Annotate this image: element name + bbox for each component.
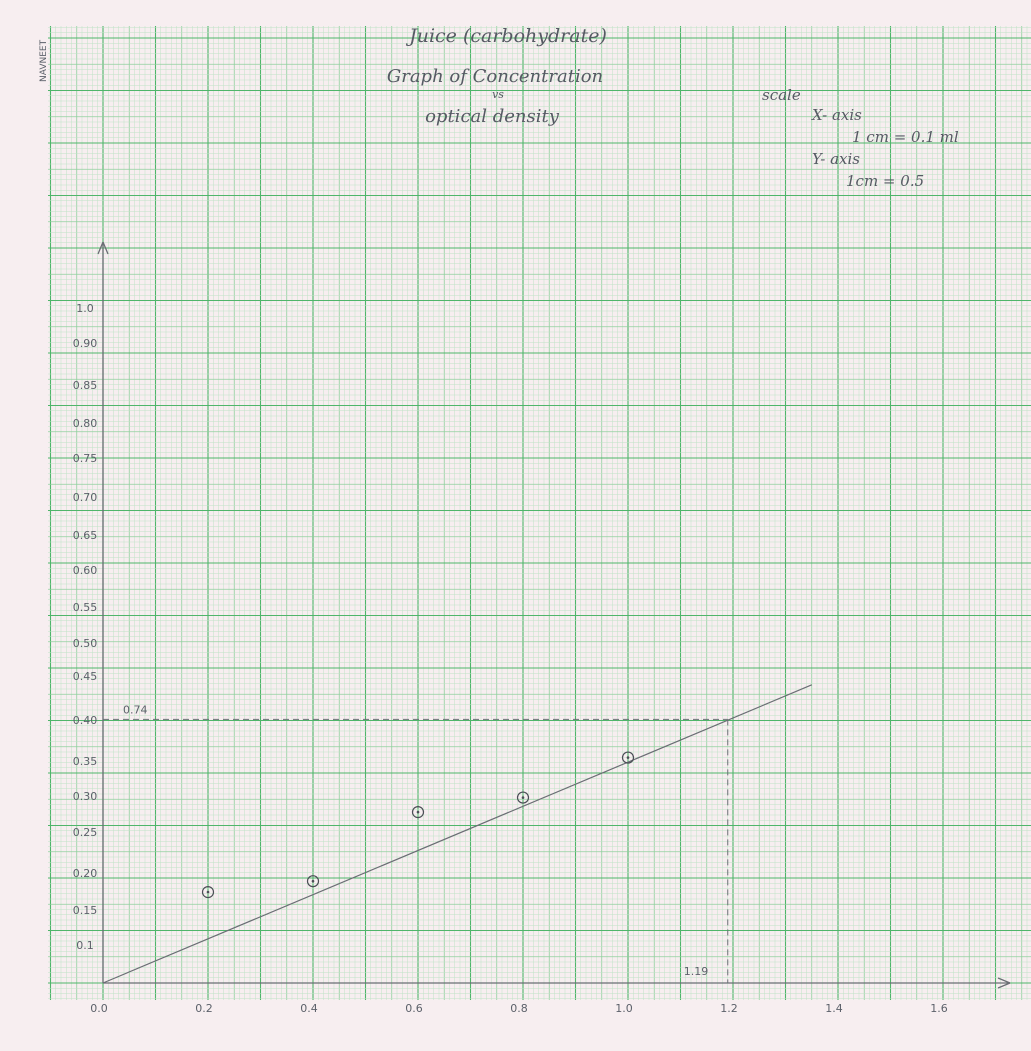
y-tick-label: 0.90 [73,337,98,350]
y-tick-label: 0.20 [73,867,98,880]
data-point-dot [626,756,630,759]
data-point-ring [411,806,425,819]
y-tick-label: 0.65 [73,529,98,542]
y-tick-label: 0.55 [73,601,98,614]
y-axis-arrow [97,241,109,255]
scale-x-axis: X- axis [811,106,862,124]
y-tick-label: 0.70 [73,491,98,504]
scale-note: scale X- axis 1 cm = 0.1 ml Y- axis 1cm … [762,86,959,190]
data-point [621,751,635,764]
chart-title: Juice (carbohydrate) Graph of Concentrat… [387,25,607,127]
y-tick-labels: 0.1 0.15 0.20 0.25 0.30 0.35 0.40 0.45 0.50 0.55 0… [73,302,98,952]
title-line-3: optical density [425,106,560,127]
data-point-dot [521,796,525,799]
best-fit-segment [102,684,812,984]
x-tick-label: 0.4 [300,1002,318,1015]
data-point [201,885,215,899]
x-tick-label: 1.2 [720,1002,738,1015]
data-point-ring [621,751,635,764]
y-tick-label: 0.30 [73,790,98,803]
x-tick-labels: 0.0 0.2 0.4 0.6 0.8 1.0 1.2 1.4 1.6 [90,1002,948,1015]
x-tick-label: 0.2 [195,1002,213,1015]
y-tick-label: 1.0 [76,302,94,315]
title-line-vs: vs [492,88,504,101]
scale-heading: scale [762,86,801,104]
y-tick-label: 0.35 [73,755,98,768]
scale-y-axis: Y- axis [812,150,860,168]
data-points [201,751,635,899]
data-point [516,791,530,804]
x-tick-label: 1.6 [930,1002,948,1015]
y-tick-label: 0.15 [73,904,98,917]
y-tick-label: 0.25 [73,826,98,839]
y-tick-label: 0.60 [73,564,98,577]
y-tick-label: 0.40 [73,714,98,727]
readout-y-label: 0.74 [123,703,148,716]
x-tick-label: 0.6 [405,1002,423,1015]
brand-label: NAVNEET [39,39,49,82]
x-tick-label: 0.0 [90,1002,108,1015]
y-tick-label: 0.85 [73,379,98,392]
data-point-ring [306,875,320,888]
data-point-dot [416,810,420,814]
data-point-ring [201,885,215,899]
x-tick-label: 1.4 [825,1002,843,1015]
x-tick-label: 0.8 [510,1002,528,1015]
title-line-2: Graph of Concentration [387,66,603,87]
best-fit-line [102,684,812,984]
x-axis-arrow [997,977,1011,989]
y-tick-label: 0.45 [73,670,98,683]
data-point-dot [311,879,315,883]
x-tick-label: 1.0 [615,1002,633,1015]
data-point [306,875,320,888]
axes [97,241,1011,989]
data-point-dot [206,890,210,894]
y-tick-label: 0.75 [73,452,98,465]
readout-x-label: 1.19 [684,965,709,978]
scale-x-value: 1 cm = 0.1 ml [852,128,959,146]
grid-lines [48,26,1031,1000]
y-tick-label: 0.80 [73,417,98,430]
data-point [411,806,425,819]
scale-y-value: 1cm = 0.5 [846,172,924,190]
title-line-1: Juice (carbohydrate) [405,25,607,47]
readout-guides: 0.74 1.19 [103,703,729,983]
y-tick-label: 0.50 [73,637,98,650]
data-point-ring [516,791,530,804]
y-tick-label: 0.1 [76,939,94,952]
